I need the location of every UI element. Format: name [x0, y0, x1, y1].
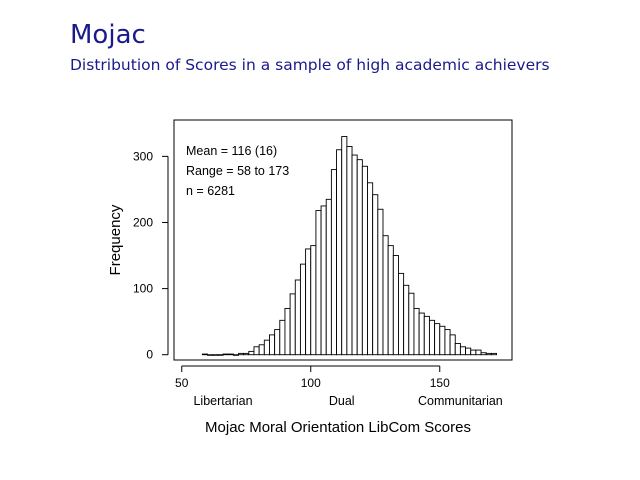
- histogram-bar: [232, 354, 239, 356]
- x-category-labels: Libertarian Dual Communitarian: [193, 394, 502, 408]
- histogram-bar: [346, 145, 353, 356]
- histogram-bar: [403, 284, 410, 356]
- histogram-bar: [356, 159, 363, 356]
- x-tick-label: 150: [430, 376, 450, 390]
- histogram-bar: [475, 349, 482, 356]
- histogram-bar: [387, 245, 394, 356]
- histogram-bar: [418, 312, 425, 356]
- histogram-bar: [310, 245, 317, 356]
- histogram-bar: [449, 334, 456, 356]
- histogram-bar: [490, 352, 497, 356]
- histogram-bar: [428, 319, 436, 356]
- histogram-bar: [217, 354, 224, 356]
- histogram-bar: [413, 307, 420, 356]
- histogram-bar: [212, 354, 219, 356]
- histogram-bar: [222, 353, 229, 356]
- histogram-bar: [459, 346, 467, 356]
- histogram-bar: [408, 292, 415, 356]
- histogram-bar: [372, 194, 379, 356]
- histogram-bar: [351, 154, 358, 356]
- histogram-bar: [454, 343, 461, 356]
- y-tick-label: 200: [133, 215, 153, 229]
- histogram-bar: [444, 329, 451, 356]
- x-axis: 50 100 150: [175, 365, 450, 390]
- histogram-bar: [325, 198, 332, 356]
- stats-annotation: Mean = 116 (16) Range = 58 to 173 n = 6281: [186, 144, 289, 198]
- histogram-bar: [330, 169, 338, 356]
- histogram-bar: [465, 347, 472, 356]
- x-category-label: Libertarian: [193, 394, 252, 408]
- histogram-bar: [341, 136, 348, 356]
- histogram-bar: [258, 344, 265, 356]
- histogram-bar: [320, 205, 327, 356]
- histogram-bar: [201, 353, 208, 356]
- y-tick-label: 300: [133, 149, 153, 163]
- histogram-bars: [201, 136, 497, 356]
- histogram-bar: [248, 350, 255, 356]
- stats-annotation-line: Range = 58 to 173: [186, 164, 289, 178]
- histogram-bar: [392, 255, 399, 356]
- slide-subtitle: Distribution of Scores in a sample of hi…: [70, 56, 550, 74]
- histogram-bar: [315, 210, 322, 356]
- histogram-bar: [434, 323, 441, 356]
- histogram-bar: [207, 354, 214, 356]
- plot-frame: [173, 119, 513, 361]
- histogram-bar: [382, 235, 389, 356]
- x-category-label: Dual: [329, 394, 355, 408]
- histogram-bar: [269, 334, 276, 356]
- x-tick-label: 50: [175, 376, 189, 390]
- x-tick-label: 100: [301, 376, 321, 390]
- histogram-bar: [243, 352, 250, 356]
- y-tick-label: 100: [133, 282, 153, 296]
- histogram-bar: [253, 346, 260, 356]
- histogram-bar: [279, 319, 286, 356]
- histogram-bar: [439, 325, 446, 356]
- histogram-bar: [423, 315, 430, 356]
- histogram-bar: [305, 248, 312, 356]
- histogram-bar: [299, 263, 307, 356]
- stats-annotation-line: n = 6281: [186, 184, 235, 198]
- histogram-bar: [336, 149, 343, 356]
- histogram-bar: [289, 293, 296, 356]
- histogram-bar: [274, 329, 281, 356]
- histogram-bar: [263, 339, 270, 356]
- histogram-bar: [238, 352, 245, 356]
- stats-annotation-line: Mean = 116 (16): [186, 144, 277, 158]
- histogram-bar: [284, 307, 291, 356]
- histogram-bar: [294, 279, 301, 356]
- x-category-label: Communitarian: [418, 394, 503, 408]
- histogram-bar: [377, 208, 384, 356]
- x-axis-label: Mojac Moral Orientation LibCom Scores: [205, 419, 471, 436]
- slide-title: Mojac: [70, 20, 146, 50]
- histogram-bar: [398, 272, 405, 356]
- histogram-bar: [367, 182, 374, 356]
- y-axis-label: Frequency: [107, 204, 124, 275]
- histogram-bar: [227, 353, 234, 356]
- histogram-bar: [480, 352, 487, 356]
- y-tick-label: 0: [146, 348, 153, 362]
- histogram-bar: [361, 165, 368, 356]
- histogram-bar: [470, 349, 477, 356]
- histogram-bar: [485, 352, 492, 356]
- y-axis: 0 100 200 300: [133, 149, 169, 362]
